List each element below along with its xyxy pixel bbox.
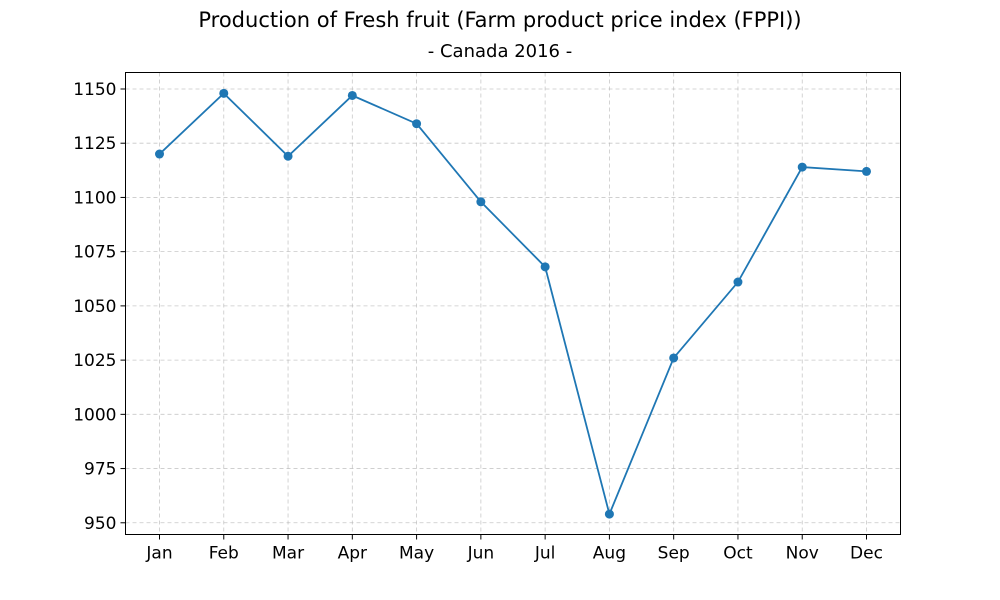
data-point bbox=[155, 149, 164, 159]
x-tick-label: Nov bbox=[786, 544, 819, 564]
y-tick-label: 1025 bbox=[73, 351, 116, 371]
data-point bbox=[604, 509, 614, 519]
data-point bbox=[540, 262, 550, 272]
y-axis: 950 975 1000 1025 1050 1075 1100 1125 1150 bbox=[73, 80, 126, 534]
series-line bbox=[158, 92, 867, 517]
x-tick-label: Aug bbox=[593, 544, 626, 564]
y-tick-label: 1125 bbox=[73, 134, 116, 154]
y-tick-label: 1000 bbox=[73, 405, 116, 425]
x-tick-label: Dec bbox=[850, 544, 883, 564]
series-layer bbox=[155, 88, 871, 519]
chart-subtitle: - Canada 2016 - bbox=[427, 41, 573, 62]
x-tick-label: Oct bbox=[723, 544, 753, 564]
grid-lines bbox=[125, 72, 901, 535]
data-point bbox=[283, 151, 293, 161]
x-tick-label: Jul bbox=[534, 544, 556, 564]
x-tick-label: May bbox=[399, 544, 434, 564]
data-point bbox=[412, 119, 422, 129]
data-point bbox=[733, 277, 743, 287]
chart-title: Production of Fresh fruit (Farm product … bbox=[198, 8, 802, 32]
x-axis: Jan Feb Mar Apr May Jun Jul Aug Sep Oct Nov Dec bbox=[145, 534, 883, 564]
x-tick-label: Sep bbox=[658, 544, 690, 564]
y-tick-label: 975 bbox=[84, 460, 116, 480]
y-tick-label: 1075 bbox=[73, 243, 116, 263]
data-point bbox=[219, 88, 229, 98]
y-tick-label: 1050 bbox=[73, 297, 116, 317]
y-tick-label: 950 bbox=[84, 514, 116, 534]
x-tick-label: Jun bbox=[467, 544, 495, 564]
data-point bbox=[347, 90, 357, 100]
data-point bbox=[862, 166, 871, 176]
x-tick-label: Apr bbox=[338, 544, 367, 564]
y-tick-label: 1150 bbox=[73, 80, 116, 100]
x-tick-label: Mar bbox=[272, 544, 304, 564]
data-point bbox=[669, 353, 679, 363]
x-tick-label: Jan bbox=[145, 544, 172, 564]
y-tick-label: 1100 bbox=[73, 188, 116, 208]
data-point bbox=[797, 162, 807, 172]
plot-frame bbox=[125, 72, 901, 535]
data-point bbox=[476, 197, 486, 207]
x-tick-label: Feb bbox=[209, 544, 239, 564]
